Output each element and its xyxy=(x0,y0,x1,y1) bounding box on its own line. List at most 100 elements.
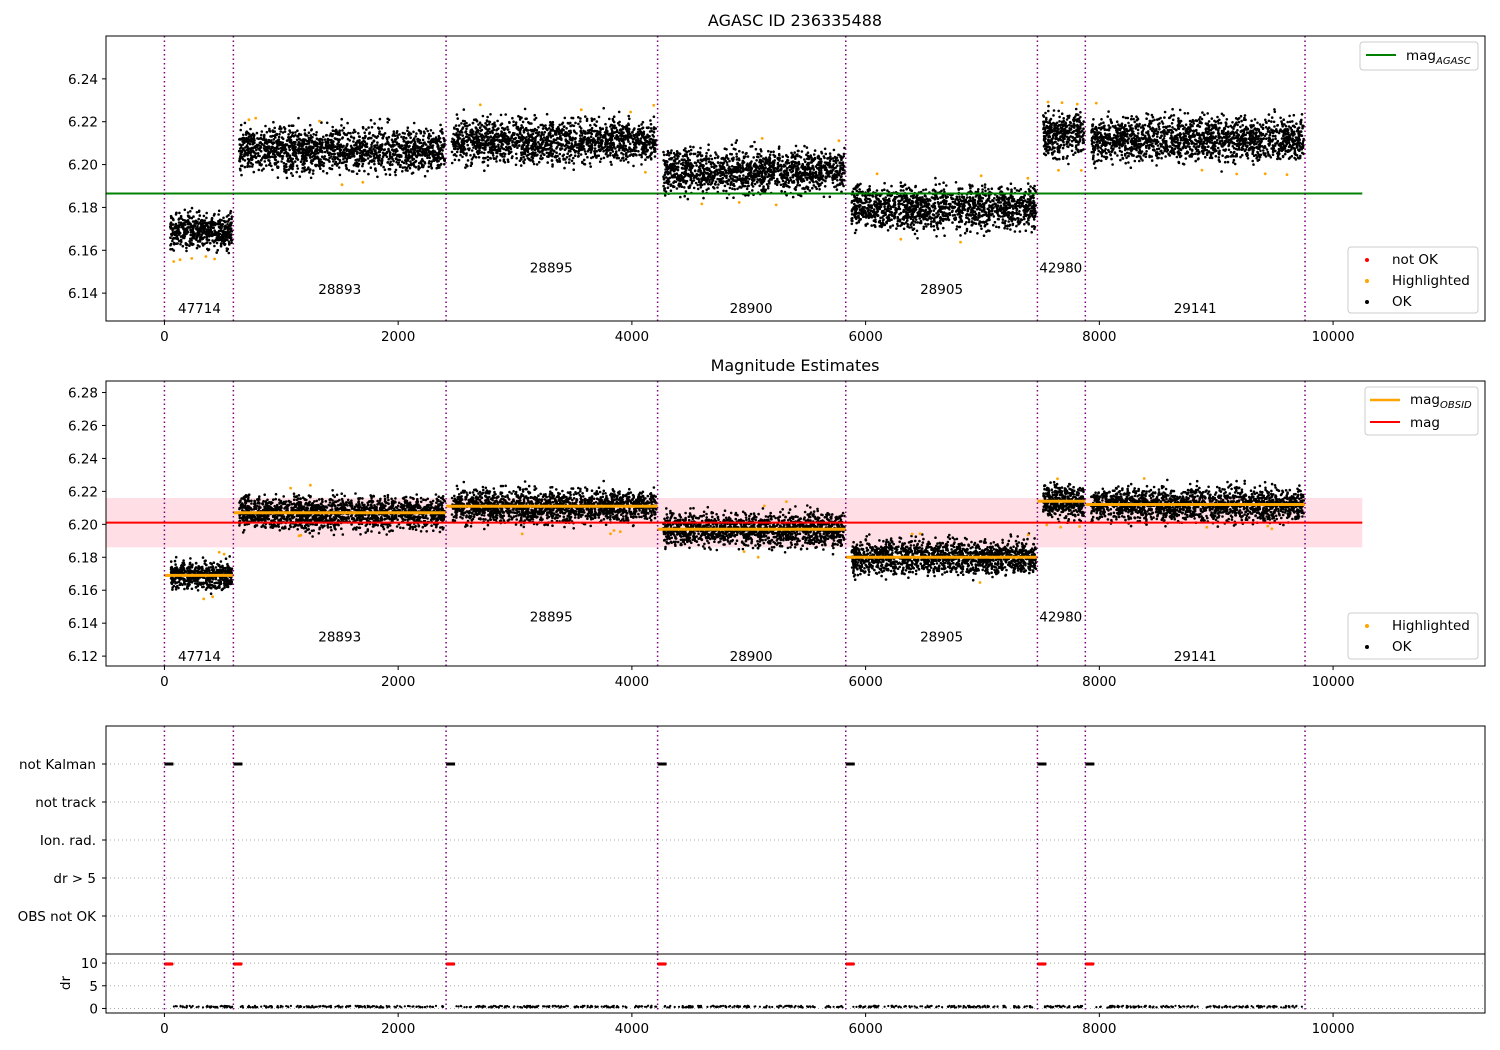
ok-point xyxy=(717,183,720,186)
ok-point xyxy=(454,124,458,127)
ok-point xyxy=(217,209,221,213)
ok-point xyxy=(617,131,621,134)
ok-point xyxy=(283,148,287,152)
ok-point xyxy=(189,241,192,245)
ok-point xyxy=(605,126,608,129)
ok-point xyxy=(735,179,738,182)
ok-point xyxy=(550,159,554,162)
ok-point xyxy=(406,169,409,172)
ok-point xyxy=(406,129,409,132)
ok-point xyxy=(699,146,702,150)
ok-point xyxy=(439,157,442,161)
ok-point xyxy=(751,185,755,188)
ok-point xyxy=(433,156,436,159)
ok-point xyxy=(407,155,410,159)
ok-point xyxy=(322,157,326,160)
ok-point xyxy=(548,139,551,143)
ok-point xyxy=(341,129,344,132)
ok-point xyxy=(423,174,427,178)
ok-point xyxy=(369,155,373,158)
ok-point xyxy=(270,145,273,149)
ok-point xyxy=(182,218,185,222)
ok-point xyxy=(840,172,844,176)
ok-point xyxy=(511,155,514,158)
ok-point xyxy=(754,169,757,172)
ok-point xyxy=(306,167,310,170)
highlighted-point xyxy=(340,183,344,187)
highlighted-point xyxy=(204,255,208,258)
ok-point xyxy=(562,125,566,129)
ok-point xyxy=(183,208,187,212)
ok-point xyxy=(753,182,757,186)
ok-point xyxy=(548,131,552,134)
ok-point xyxy=(588,129,591,132)
ok-point xyxy=(593,150,596,153)
ok-point xyxy=(246,145,249,149)
ok-point xyxy=(579,144,583,148)
ok-point xyxy=(653,150,656,153)
ok-point xyxy=(229,236,232,240)
ok-point xyxy=(606,155,609,158)
ok-point xyxy=(832,148,836,152)
ok-point xyxy=(408,144,411,148)
ok-point xyxy=(358,169,361,172)
ok-point xyxy=(240,173,243,177)
ok-point xyxy=(497,145,500,148)
ok-point xyxy=(599,157,603,161)
ok-point xyxy=(189,231,193,234)
ok-point xyxy=(340,137,344,140)
ok-point xyxy=(684,190,688,193)
ok-point xyxy=(242,139,246,143)
ok-point xyxy=(339,144,343,148)
ok-point xyxy=(568,158,571,161)
ok-point xyxy=(222,239,225,243)
ok-point xyxy=(361,144,364,147)
ok-point xyxy=(331,164,334,167)
ok-point xyxy=(636,138,640,141)
ok-point xyxy=(402,135,406,139)
ok-point xyxy=(238,157,242,160)
ok-point xyxy=(476,129,480,132)
ok-point xyxy=(185,246,188,250)
ok-point xyxy=(282,146,286,150)
ok-point xyxy=(515,157,518,160)
ok-point xyxy=(839,161,843,165)
ok-point xyxy=(807,157,810,160)
ok-point xyxy=(299,160,303,163)
ok-point xyxy=(179,243,182,246)
ok-point xyxy=(482,160,486,164)
ok-point xyxy=(257,168,261,172)
ok-point xyxy=(548,124,552,127)
ok-point xyxy=(426,154,429,158)
ok-point xyxy=(773,159,776,162)
ok-point xyxy=(708,160,711,163)
ok-point xyxy=(213,212,216,216)
ok-point xyxy=(616,135,620,139)
ok-point xyxy=(205,216,208,220)
ok-point xyxy=(781,155,784,158)
ok-point xyxy=(707,182,710,186)
ok-point xyxy=(470,140,473,144)
ok-point xyxy=(720,173,724,177)
ok-point xyxy=(501,126,504,130)
ok-point xyxy=(496,119,499,123)
ok-point xyxy=(751,181,754,185)
ok-point xyxy=(369,118,373,122)
ok-point xyxy=(480,128,484,132)
ok-point xyxy=(544,124,547,127)
ok-point xyxy=(227,214,230,217)
ok-point xyxy=(267,158,270,162)
ok-point xyxy=(273,163,277,166)
ok-point xyxy=(454,147,457,151)
ok-point xyxy=(732,175,735,178)
ok-point xyxy=(263,153,267,157)
ok-point xyxy=(585,140,588,144)
ok-point xyxy=(621,134,625,138)
ok-point xyxy=(383,148,387,151)
ok-point xyxy=(348,139,352,142)
ok-point xyxy=(596,140,600,144)
ok-point xyxy=(563,148,567,152)
ok-point xyxy=(280,160,283,163)
ok-point xyxy=(545,141,548,144)
ok-point xyxy=(277,151,280,154)
